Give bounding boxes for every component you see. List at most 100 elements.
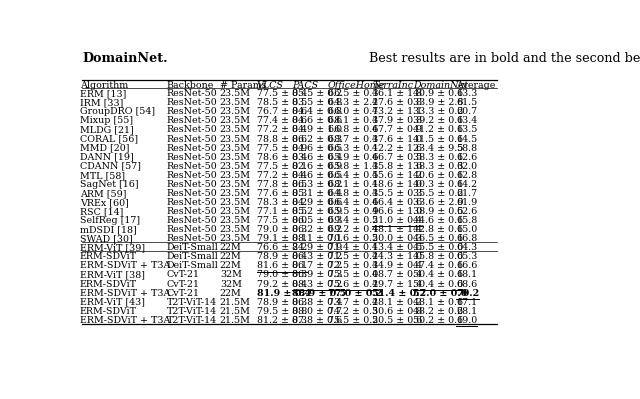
Text: 23.5M: 23.5M	[220, 234, 251, 243]
Text: T2T-ViT-14: T2T-ViT-14	[167, 307, 217, 316]
Text: 40.3 ± 0.1: 40.3 ± 0.1	[413, 180, 463, 189]
Text: PACS: PACS	[292, 81, 318, 90]
Text: SelfReg [17]: SelfReg [17]	[80, 216, 140, 225]
Text: 74.2 ± 0.3: 74.2 ± 0.3	[328, 307, 378, 316]
Text: 64.3 ± 2.2: 64.3 ± 2.2	[328, 98, 378, 107]
Text: 50.2 ± 0.1: 50.2 ± 0.1	[413, 316, 463, 325]
Text: MLDG [21]: MLDG [21]	[80, 125, 134, 134]
Text: 79.0 ± 0.3: 79.0 ± 0.3	[257, 271, 307, 279]
Text: DeiT-Small: DeiT-Small	[167, 261, 219, 271]
Text: 77.2 ± 0.4: 77.2 ± 0.4	[257, 125, 307, 134]
Text: 45.5 ± 0.0: 45.5 ± 0.0	[413, 243, 463, 252]
Text: 77.5 ± 0.4: 77.5 ± 0.4	[257, 89, 307, 98]
Text: 83.5 ± 0.8: 83.5 ± 0.8	[292, 98, 342, 107]
Text: 76.7 ± 0.6: 76.7 ± 0.6	[257, 107, 307, 117]
Text: 68.1 ± 0.3: 68.1 ± 0.3	[328, 117, 378, 125]
Text: 65.8: 65.8	[456, 216, 477, 225]
Text: ResNet-50: ResNet-50	[167, 216, 218, 225]
Text: 86.2 ± 0.2: 86.2 ± 0.2	[292, 225, 342, 234]
Text: 81.6 ± 0.1: 81.6 ± 0.1	[257, 261, 307, 271]
Text: 32M: 32M	[220, 280, 242, 288]
Text: ERM-ViT [43]: ERM-ViT [43]	[80, 298, 145, 307]
Text: 50.4 ± 0.1: 50.4 ± 0.1	[413, 271, 463, 279]
Text: 84.9 ± 0.6: 84.9 ± 0.6	[292, 198, 342, 207]
Text: ResNet-50: ResNet-50	[167, 180, 218, 189]
Text: TerraInc: TerraInc	[372, 81, 413, 90]
Text: 86.3 ± 0.2: 86.3 ± 0.2	[292, 252, 342, 261]
Text: 65.0: 65.0	[456, 225, 477, 234]
Text: 45.8 ± 1.6: 45.8 ± 1.6	[372, 162, 422, 171]
Text: 22M: 22M	[220, 252, 242, 261]
Text: MTL [58]: MTL [58]	[80, 171, 125, 180]
Text: 44.3 ± 1.0: 44.3 ± 1.0	[372, 252, 422, 261]
Text: 84.9 ± 1.0: 84.9 ± 1.0	[292, 125, 342, 134]
Text: 23.5M: 23.5M	[220, 225, 251, 234]
Text: 68.6: 68.6	[456, 280, 477, 288]
Text: 38.3 ± 0.1: 38.3 ± 0.1	[413, 153, 463, 162]
Text: 47.7 ± 0.9: 47.7 ± 0.9	[372, 125, 422, 134]
Text: 45.6 ± 1.2: 45.6 ± 1.2	[372, 171, 422, 180]
Text: 65.9 ± 0.6: 65.9 ± 0.6	[328, 153, 378, 162]
Text: 47.4 ± 0.1: 47.4 ± 0.1	[413, 261, 463, 271]
Text: 23.5M: 23.5M	[220, 153, 251, 162]
Text: 50.4 ± 0.0: 50.4 ± 0.0	[413, 280, 463, 288]
Text: 86.9 ± 0.3: 86.9 ± 0.3	[292, 271, 342, 279]
Text: 66.4 ± 0.5: 66.4 ± 0.5	[328, 171, 378, 180]
Text: RSC [14]: RSC [14]	[80, 207, 124, 216]
Text: 23.5M: 23.5M	[220, 189, 251, 198]
Text: ARM [59]: ARM [59]	[80, 189, 127, 198]
Text: 23.5M: 23.5M	[220, 162, 251, 171]
Text: 47.6 ± 0.8: 47.6 ± 0.8	[372, 98, 422, 107]
Text: 48.1 ± 1.4: 48.1 ± 1.4	[372, 225, 422, 234]
Text: ResNet-50: ResNet-50	[167, 234, 218, 243]
Text: Algorithm: Algorithm	[80, 81, 128, 90]
Text: ResNet-50: ResNet-50	[167, 125, 218, 134]
Text: 81.2 ± 0.3: 81.2 ± 0.3	[257, 316, 307, 325]
Text: 84.9 ± 0.9: 84.9 ± 0.9	[292, 243, 342, 252]
Text: 58.8: 58.8	[456, 144, 477, 152]
Text: 64.3: 64.3	[456, 243, 477, 252]
Text: 78.9 ± 0.4: 78.9 ± 0.4	[257, 252, 307, 261]
Text: 23.5M: 23.5M	[220, 107, 251, 117]
Text: 46.6 ± 1.0: 46.6 ± 1.0	[372, 207, 422, 216]
Text: 33.6 ± 2.9: 33.6 ± 2.9	[413, 198, 464, 207]
Text: 33.9 ± 2.8: 33.9 ± 2.8	[413, 98, 464, 107]
Text: 66.5 ± 0.3: 66.5 ± 0.3	[328, 89, 378, 98]
Text: 77.1 ± 0.5: 77.1 ± 0.5	[257, 207, 307, 216]
Text: 62.8: 62.8	[456, 171, 477, 180]
Text: 75.6 ± 0.2: 75.6 ± 0.2	[328, 280, 378, 288]
Text: 83.6 ± 0.4: 83.6 ± 0.4	[292, 153, 342, 162]
Text: 86.2 ± 0.3: 86.2 ± 0.3	[292, 134, 342, 144]
Text: 65.3: 65.3	[456, 252, 477, 261]
Text: ERM-SDViT + T3A: ERM-SDViT + T3A	[80, 261, 170, 271]
Text: 70.2: 70.2	[456, 288, 479, 298]
Text: CvT-21: CvT-21	[167, 280, 200, 288]
Text: 84.4 ± 0.8: 84.4 ± 0.8	[292, 107, 342, 117]
Text: 77.5 ± 0.0: 77.5 ± 0.0	[257, 216, 307, 225]
Text: CORAL [56]: CORAL [56]	[80, 134, 138, 144]
Text: 46.4 ± 0.6: 46.4 ± 0.6	[372, 198, 422, 207]
Text: 84.6 ± 0.5: 84.6 ± 0.5	[292, 144, 342, 152]
Text: 51.4 ± 0.7: 51.4 ± 0.7	[372, 288, 426, 298]
Text: 66.4 ± 0.6: 66.4 ± 0.6	[328, 198, 378, 207]
Text: 64.5: 64.5	[456, 134, 477, 144]
Text: 82.6 ± 0.9: 82.6 ± 0.9	[292, 162, 342, 171]
Text: 84.6 ± 0.5: 84.6 ± 0.5	[292, 171, 342, 180]
Text: 63.3: 63.3	[456, 89, 477, 98]
Text: SWAD [30]: SWAD [30]	[80, 234, 132, 243]
Text: 23.5M: 23.5M	[220, 198, 251, 207]
Text: ResNet-50: ResNet-50	[167, 107, 218, 117]
Text: mDSDI [18]: mDSDI [18]	[80, 225, 137, 234]
Text: 45.5 ± 0.3: 45.5 ± 0.3	[372, 189, 422, 198]
Text: 77.2 ± 0.4: 77.2 ± 0.4	[257, 171, 307, 180]
Text: 43.2 ± 1.1: 43.2 ± 1.1	[372, 107, 422, 117]
Text: ResNet-50: ResNet-50	[167, 225, 218, 234]
Text: 62.6: 62.6	[456, 207, 477, 216]
Text: 73.7 ± 0.2: 73.7 ± 0.2	[328, 298, 378, 307]
Text: 88.3 ± 0.2: 88.3 ± 0.2	[292, 280, 342, 288]
Text: 79.1 ± 0.1: 79.1 ± 0.1	[257, 234, 307, 243]
Text: 48.6 ± 1.0: 48.6 ± 1.0	[372, 180, 422, 189]
Text: 85.2 ± 0.9: 85.2 ± 0.9	[292, 207, 342, 216]
Text: OfficeHome: OfficeHome	[328, 81, 385, 90]
Text: 41.2 ± 0.1: 41.2 ± 0.1	[413, 125, 463, 134]
